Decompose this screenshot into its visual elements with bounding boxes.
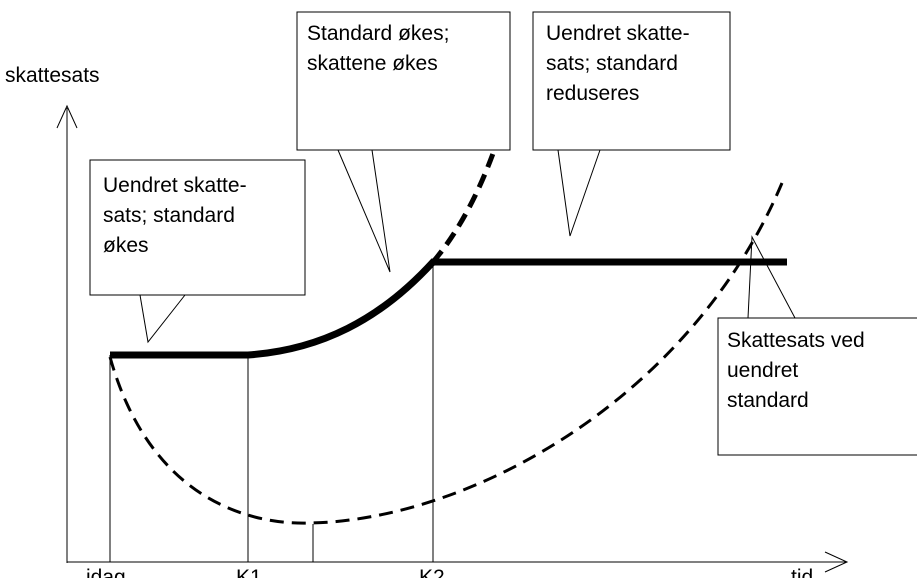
callout-text: Standard økes; (307, 22, 449, 45)
callout (532, 11, 731, 151)
x-arrow (824, 551, 849, 573)
thick-line (110, 258, 787, 359)
dashed-extension (431, 147, 498, 264)
dashed-curve (108, 182, 784, 525)
callout-tail (747, 235, 796, 319)
callout-text: reduseres (546, 82, 639, 105)
x-tick: idag (86, 566, 126, 578)
callout-text: skattene økes (307, 52, 438, 75)
callout-text: standard (727, 389, 809, 412)
x-tick: K2 (419, 566, 445, 578)
x-label: tid (791, 566, 813, 578)
callout-text: Uendret skatte- (546, 22, 690, 45)
callout (296, 11, 511, 151)
x-tick: K1 (236, 566, 262, 578)
callout-tail (139, 294, 186, 344)
callout-text: Skattesats ved (727, 329, 865, 352)
callout (717, 317, 917, 456)
callout-text: Uendret skatte- (103, 174, 247, 197)
callout-text: økes (103, 234, 149, 257)
callout-text: uendret (727, 359, 798, 382)
y-label: skattesats (5, 64, 100, 87)
y-arrow (56, 104, 78, 129)
callout-tail (557, 149, 601, 237)
callout-text: sats; standard (546, 52, 678, 75)
callout-text: sats; standard (103, 204, 235, 227)
callout-tail (337, 149, 391, 273)
callout (89, 159, 306, 296)
